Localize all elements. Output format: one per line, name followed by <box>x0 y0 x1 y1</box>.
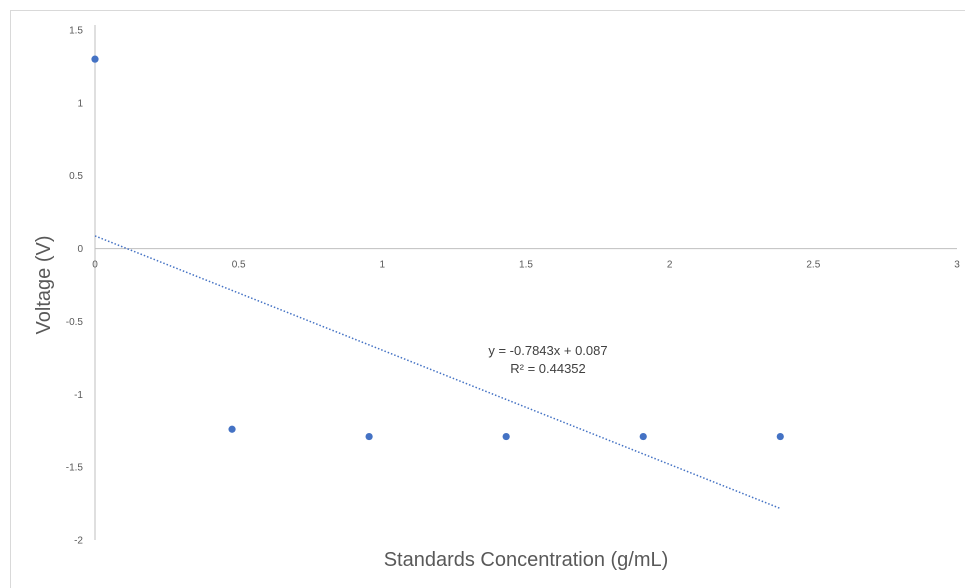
y-tick-label: 1 <box>77 98 83 109</box>
y-tick-labels: 1.5 1 0.5 0 -0.5 -1 -1.5 -2 <box>66 26 84 547</box>
y-tick-label: -1.5 <box>66 463 84 474</box>
y-tick-label: 0 <box>77 244 83 255</box>
data-point <box>228 425 236 433</box>
y-tick-label: -1 <box>74 390 83 401</box>
data-points <box>91 55 784 441</box>
data-point <box>91 55 99 63</box>
chart-frame <box>10 10 965 588</box>
x-tick-label: 2.5 <box>806 260 820 271</box>
x-tick-label: 0.5 <box>232 260 246 271</box>
x-axis-title: Standards Concentration (g/mL) <box>384 549 669 571</box>
x-tick-label: 1 <box>380 260 386 271</box>
data-point <box>639 432 647 441</box>
x-tick-label: 0 <box>92 260 98 271</box>
data-point <box>502 432 510 441</box>
trendline-equation: y = -0.7843x + 0.087 <box>488 343 607 358</box>
x-tick-labels: 0 0.5 1 1.5 2 2.5 3 <box>92 260 960 271</box>
y-tick-label: -2 <box>74 536 83 547</box>
y-tick-label: 1.5 <box>69 26 83 37</box>
x-tick-label: 2 <box>667 260 673 271</box>
trendline <box>94 235 781 510</box>
y-axis-title: Voltage (V) <box>33 236 55 335</box>
y-tick-label: 0.5 <box>69 171 83 182</box>
trendline-r-squared: R² = 0.44352 <box>510 361 586 376</box>
data-point <box>776 432 784 441</box>
data-point <box>365 432 373 441</box>
x-tick-label: 1.5 <box>519 260 533 271</box>
y-tick-label: -0.5 <box>66 317 84 328</box>
x-tick-label: 3 <box>954 260 960 271</box>
trendline-line <box>94 235 781 510</box>
